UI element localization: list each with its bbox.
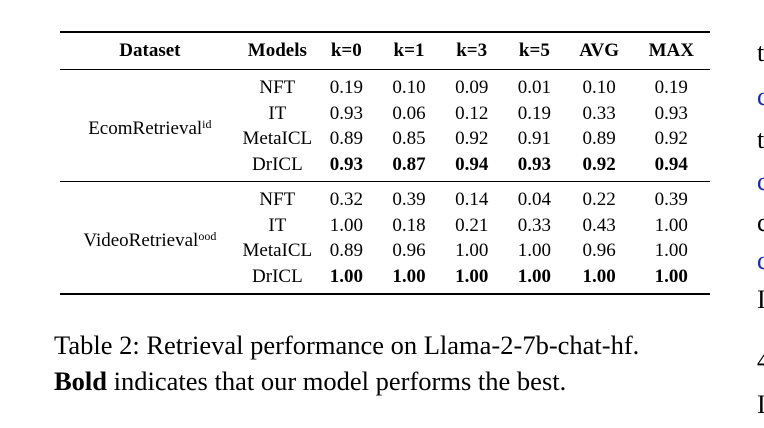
score-cell: 0.19 — [654, 77, 688, 99]
model-name-cell: DrICL — [252, 265, 303, 287]
edge-glyph: I — [757, 390, 764, 419]
score-cell: 0.22 — [582, 189, 616, 211]
score-cell: 1.00 — [582, 265, 616, 287]
table-row: DrICL 1.00 1.00 1.00 1.00 1.00 1.00 — [60, 264, 710, 295]
table-row: VideoRetrievalood NFT 0.32 0.39 0.14 0.04 0.22… — [60, 182, 710, 249]
header-k3: k=3 — [456, 40, 488, 61]
score-cell: 0.01 — [517, 77, 551, 99]
score-cell: 0.87 — [392, 153, 426, 175]
score-cell: 0.39 — [654, 189, 688, 211]
score-cell: 0.93 — [329, 102, 363, 124]
table-caption: Table 2: Retrieval performance on Llama-… — [54, 327, 734, 399]
dataset-name: VideoRetrieval — [83, 229, 199, 251]
model-name-cell: IT — [268, 214, 287, 236]
score-cell: 0.18 — [392, 214, 426, 236]
header-avg: AVG — [579, 40, 620, 61]
dataset-name: EcomRetrieval — [88, 117, 203, 139]
score-cell: 0.96 — [392, 240, 426, 262]
model-name-cell: IT — [268, 102, 287, 124]
table-row: MetaICL 0.89 0.96 1.00 1.00 0.96 1.00 — [60, 238, 710, 264]
edge-glyph: 4 — [757, 346, 764, 375]
score-cell: 0.94 — [654, 153, 688, 175]
header-max: MAX — [648, 40, 694, 61]
score-cell: 1.00 — [329, 214, 363, 236]
score-cell: 0.10 — [582, 77, 616, 99]
score-cell: 0.12 — [455, 102, 489, 124]
caption-line-1: Table 2: Retrieval performance on Llama-… — [54, 327, 734, 363]
score-cell: 1.00 — [329, 265, 363, 287]
table-row: MetaICL 0.89 0.85 0.92 0.91 0.89 0.92 — [60, 126, 710, 152]
score-cell: 0.93 — [329, 153, 363, 175]
score-cell: 0.32 — [329, 189, 363, 211]
header-dataset: Dataset — [119, 40, 181, 61]
score-cell: 0.04 — [517, 189, 551, 211]
table-group-video: VideoRetrievalood NFT 0.32 0.39 0.14 0.04 0.22… — [60, 182, 710, 295]
edge-glyph: c — [757, 246, 764, 275]
caption-label: Table 2: — [54, 330, 140, 360]
edge-glyph: t — [757, 125, 764, 154]
score-cell: 0.89 — [582, 128, 616, 150]
caption-bold-word: Bold — [54, 366, 108, 396]
score-cell: 1.00 — [654, 240, 688, 262]
caption-text: Retrieval performance on Llama-2-7b-chat… — [146, 330, 640, 360]
model-name-cell: MetaICL — [242, 128, 313, 150]
score-cell: 0.21 — [455, 214, 489, 236]
score-cell: 1.00 — [654, 265, 688, 287]
score-cell: 0.10 — [392, 77, 426, 99]
table-header: Dataset Models k=0 k=1 k=3 k=5 AVG MAX — [60, 32, 710, 70]
score-cell: 0.92 — [582, 153, 616, 175]
header-models: Models — [247, 40, 307, 61]
dataset-superscript: ood — [198, 228, 217, 243]
header-k5: k=5 — [518, 40, 550, 61]
table-row: EcomRetrievalid NFT 0.19 0.10 0.09 0.01 0.10 0.… — [60, 70, 710, 137]
dataset-cell: VideoRetrievalood — [60, 182, 240, 295]
score-cell: 0.33 — [517, 214, 551, 236]
score-cell: 0.91 — [517, 128, 551, 150]
table-group-ecom: EcomRetrievalid NFT 0.19 0.10 0.09 0.01 0.10 0.… — [60, 70, 710, 182]
table-row: DrICL 0.93 0.87 0.94 0.93 0.92 0.94 — [60, 152, 710, 182]
dataset-superscript: id — [202, 116, 212, 131]
edge-glyph: c — [757, 208, 764, 237]
score-cell: 0.93 — [654, 102, 688, 124]
score-cell: 1.00 — [455, 240, 489, 262]
score-cell: 0.33 — [582, 102, 616, 124]
score-cell: 0.06 — [392, 102, 426, 124]
score-cell: 1.00 — [517, 265, 551, 287]
score-cell: 0.93 — [517, 153, 551, 175]
score-cell: 1.00 — [455, 265, 489, 287]
edge-glyph: c — [757, 82, 764, 111]
score-cell: 0.14 — [455, 189, 489, 211]
header-k1: k=1 — [393, 40, 425, 61]
table-row: IT 0.93 0.06 0.12 0.19 0.33 0.93 — [60, 101, 710, 127]
score-cell: 0.39 — [392, 189, 426, 211]
table-row: IT 1.00 0.18 0.21 0.33 0.43 1.00 — [60, 213, 710, 239]
score-cell: 1.00 — [517, 240, 551, 262]
edge-glyph: c — [757, 167, 764, 196]
score-cell: 0.92 — [654, 128, 688, 150]
edge-glyph: I — [757, 285, 764, 314]
dataset-cell: EcomRetrievalid — [60, 70, 240, 182]
score-cell: 0.96 — [582, 240, 616, 262]
caption-line-2: Bold indicates that our model performs t… — [54, 363, 734, 399]
edge-glyph: t — [757, 38, 764, 67]
score-cell: 1.00 — [392, 265, 426, 287]
score-cell: 0.94 — [455, 153, 489, 175]
score-cell: 0.19 — [517, 102, 551, 124]
score-cell: 0.89 — [329, 240, 363, 262]
score-cell: 0.92 — [455, 128, 489, 150]
score-cell: 1.00 — [654, 214, 688, 236]
model-name-cell: NFT — [259, 77, 296, 99]
model-name-cell: MetaICL — [242, 240, 313, 262]
model-name-cell: NFT — [259, 189, 296, 211]
header-k0: k=0 — [330, 40, 362, 61]
score-cell: 0.19 — [329, 77, 363, 99]
score-cell: 0.43 — [582, 214, 616, 236]
model-name-cell: DrICL — [252, 153, 303, 175]
score-cell: 0.85 — [392, 128, 426, 150]
score-cell: 0.09 — [455, 77, 489, 99]
caption-rest: indicates that our model performs the be… — [113, 366, 567, 396]
score-cell: 0.89 — [329, 128, 363, 150]
retrieval-results-table: Dataset Models k=0 k=1 k=3 k=5 AVG MAX E… — [60, 31, 710, 295]
